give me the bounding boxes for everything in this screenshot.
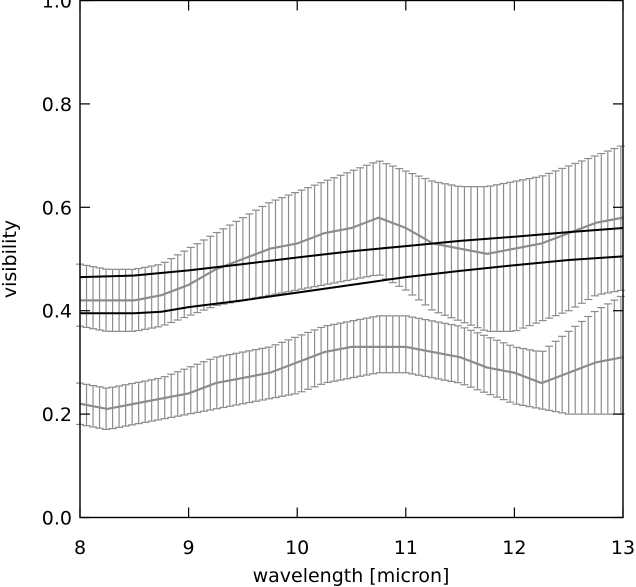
plot-frame [79, 0, 624, 519]
x-tick-label: 10 [285, 537, 309, 559]
x-tick-label: 9 [183, 537, 195, 559]
measured-line [80, 216, 624, 302]
y-axis-title: visibility [0, 220, 21, 298]
model-line-2 [80, 255, 624, 315]
x-tick-label: 8 [74, 537, 86, 559]
model-line-1 [79, 226, 624, 279]
x-tick-label: 12 [502, 537, 526, 559]
x-axis-title: wavelength [micron] [253, 565, 450, 587]
tick-layer: 8 9 10 11 12 13 0.0 0.2 0.4 0.6 0.8 1.0 [42, 0, 635, 559]
y-tick-label: 1.0 [42, 0, 72, 13]
y-tick-label: 0.2 [42, 404, 72, 426]
x-tick-label: 13 [611, 537, 635, 559]
y-tick-label: 0.4 [42, 301, 72, 323]
measured-line [79, 345, 624, 411]
y-tick-label: 0.0 [42, 508, 72, 530]
x-tick-label: 11 [394, 537, 418, 559]
measured-series-1 [76, 145, 625, 332]
y-tick-label: 0.6 [42, 197, 72, 219]
y-tick-label: 0.8 [42, 94, 72, 116]
